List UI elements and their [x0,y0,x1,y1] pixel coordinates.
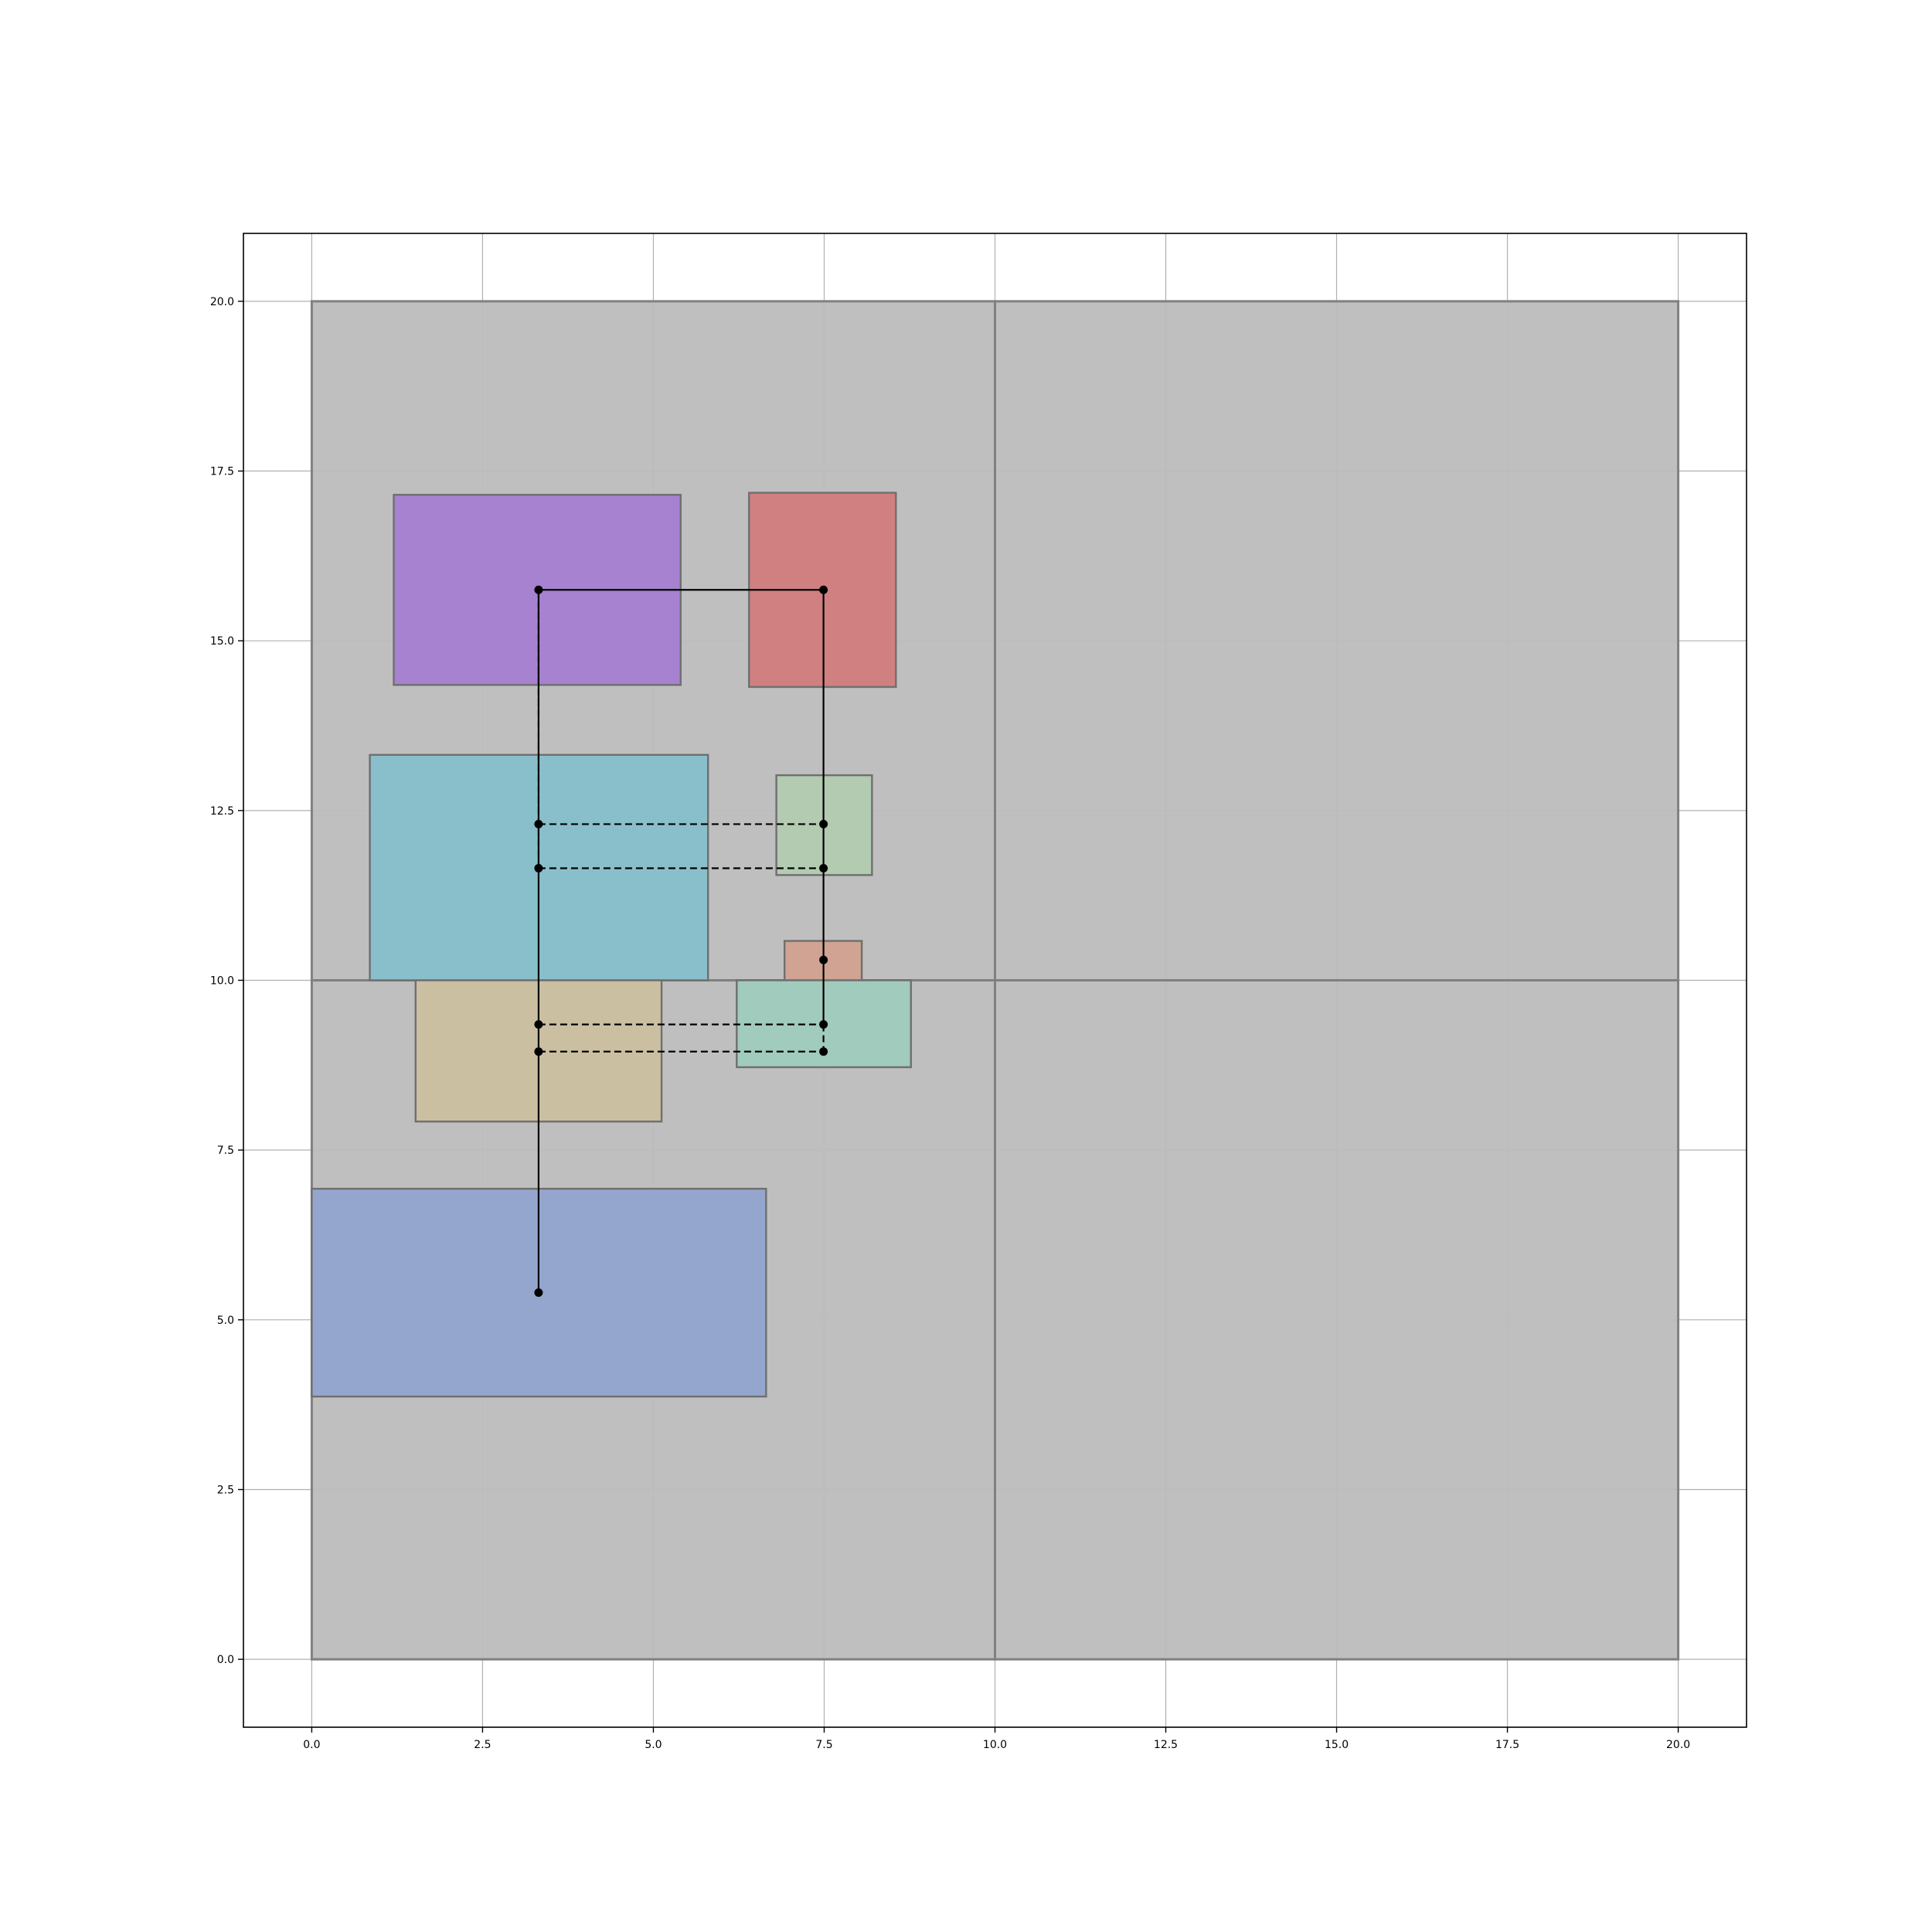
x-tick-label: 20.0 [1666,1739,1690,1751]
y-tick-label: 7.5 [217,1145,234,1157]
point [534,1047,543,1056]
y-tick-label: 12.5 [210,805,234,818]
connection-points [534,585,828,1298]
point [819,864,828,873]
region [994,979,1680,1661]
point [534,1020,543,1029]
x-tick-label: 10.0 [983,1739,1007,1751]
x-tick-label: 5.0 [645,1739,662,1751]
point [534,864,543,873]
y-tick-label: 5.0 [217,1315,234,1327]
point [819,1047,828,1056]
y-ticks: 0.0 2.5 5.0 7.5 10.0 12.5 15.0 17.5 20.0 [210,296,243,1666]
point [819,1020,828,1029]
solid-path [537,589,825,1025]
x-ticks: 0.0 2.5 5.0 7.5 10.0 12.5 15.0 17.5 20.0 [303,1727,1690,1751]
point [819,585,828,594]
x-tick-label: 2.5 [474,1739,491,1751]
x-tick-label: 7.5 [815,1739,832,1751]
point [534,585,543,594]
y-tick-label: 15.0 [210,635,234,648]
y-tick-label: 2.5 [217,1484,234,1496]
y-tick-label: 10.0 [210,975,234,988]
x-tick-label: 0.0 [303,1739,320,1751]
x-tick-label: 17.5 [1495,1739,1519,1751]
point [819,955,828,964]
x-tick-label: 12.5 [1154,1739,1178,1751]
x-tick-label: 15.0 [1325,1739,1349,1751]
region [994,300,1680,981]
axes: 0.0 2.5 5.0 7.5 10.0 12.5 15.0 17.5 20.0 0.0 2.5 5… [210,233,1747,1751]
y-tick-label: 20.0 [210,296,234,308]
point [534,819,543,828]
y-tick-label: 0.0 [217,1654,234,1666]
point [534,1288,543,1298]
point [819,819,828,828]
y-tick-label: 17.5 [210,466,234,478]
